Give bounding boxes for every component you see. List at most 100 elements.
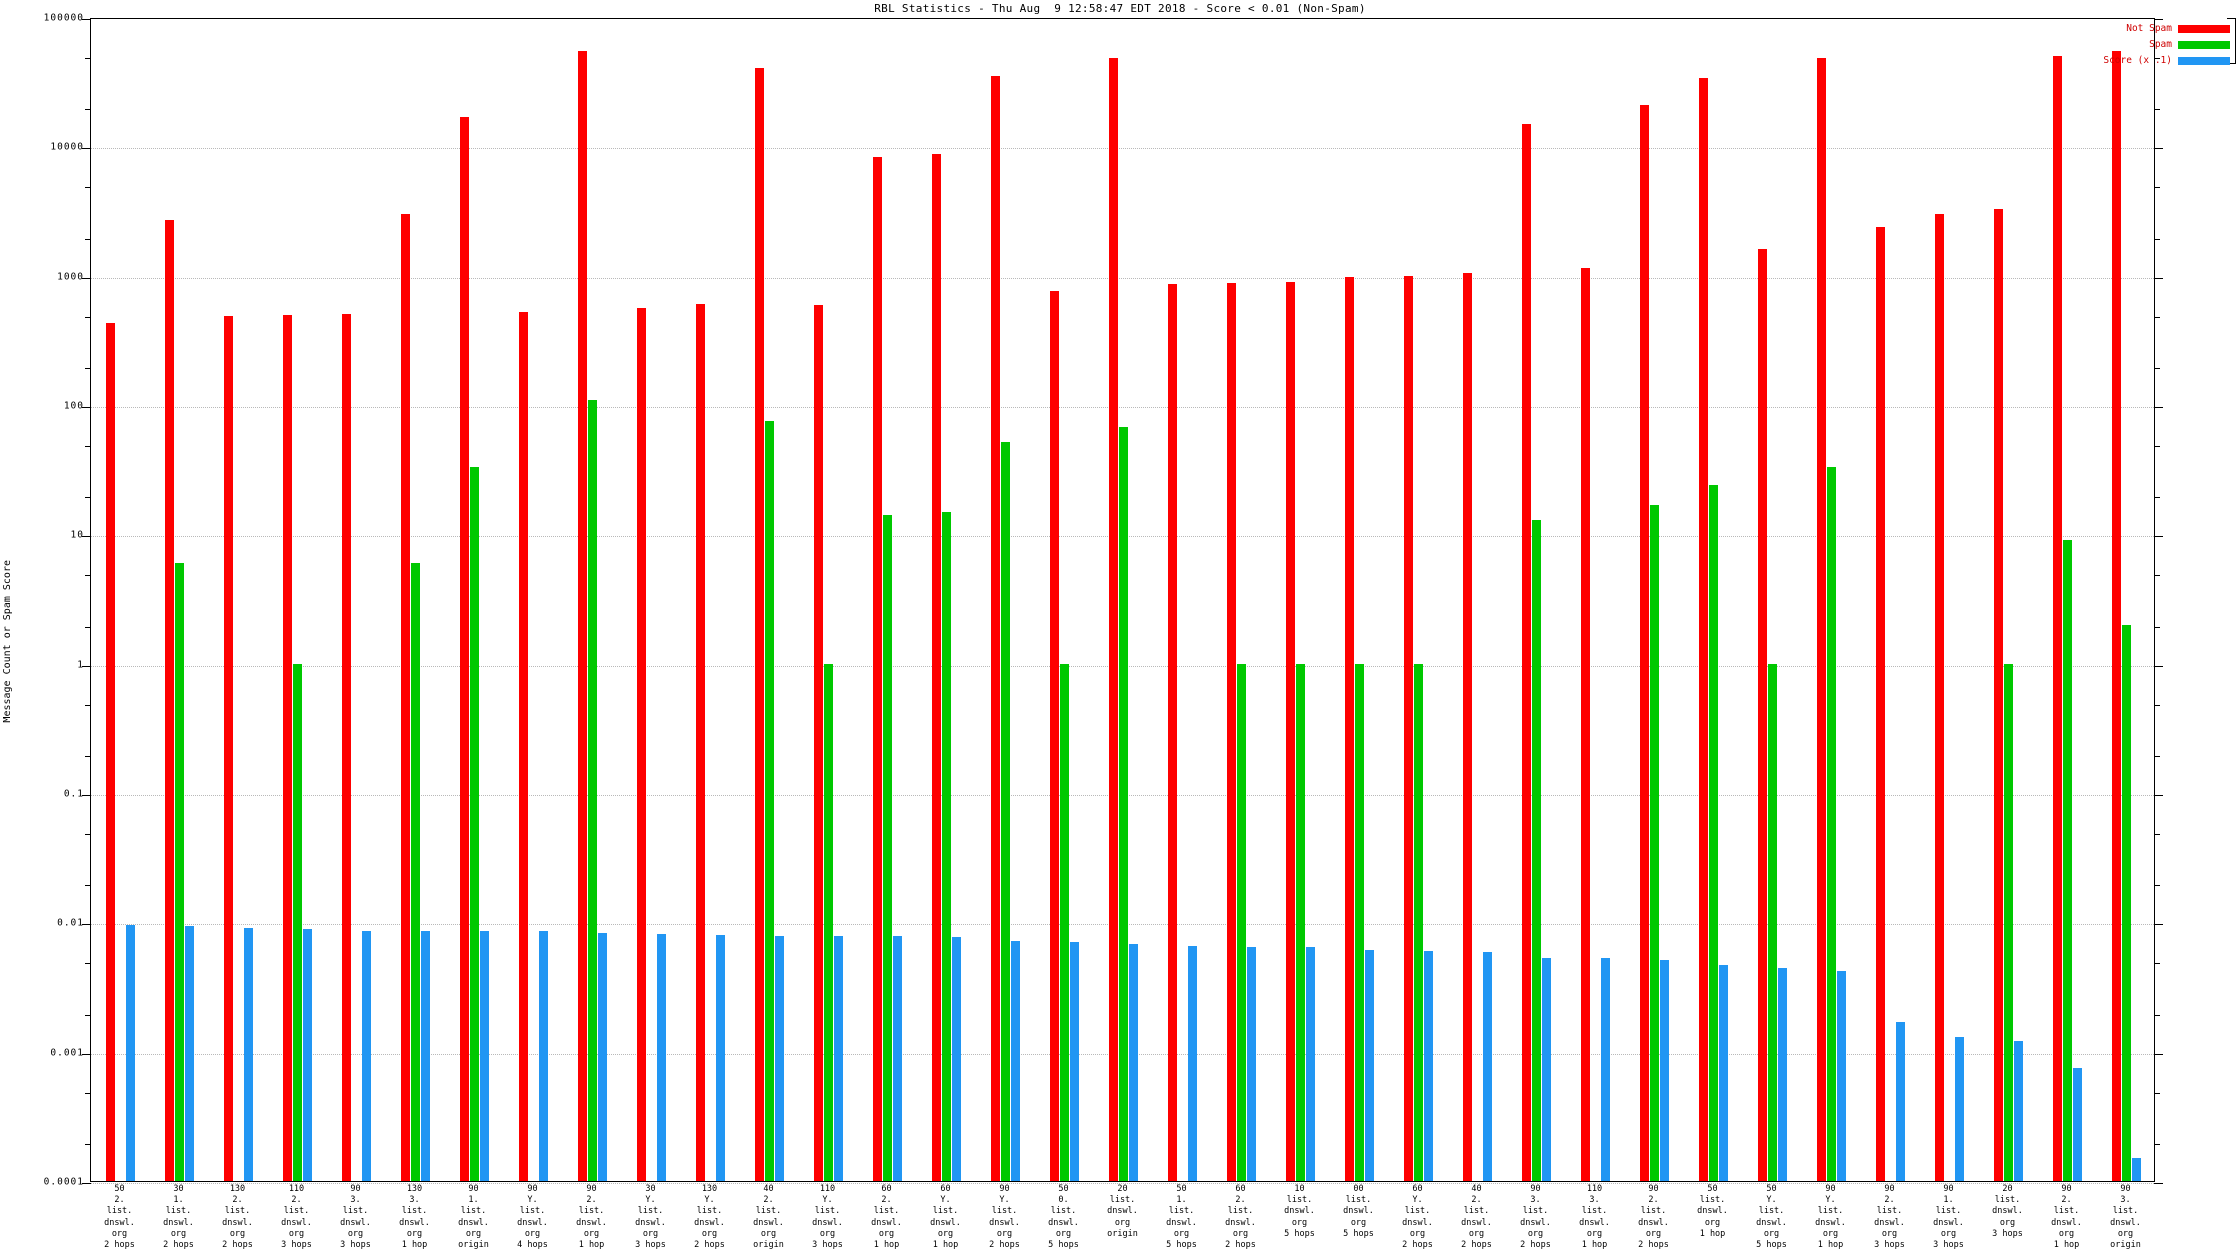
bar-not-spam[interactable] (223, 315, 234, 1181)
bar-score-x-1[interactable] (243, 928, 254, 1181)
bar-not-spam[interactable] (400, 213, 411, 1181)
bar-score-x-1[interactable] (1128, 944, 1139, 1181)
bar-not-spam[interactable] (1816, 58, 1827, 1181)
bar-spam[interactable] (2121, 624, 2132, 1181)
bar-score-x-1[interactable] (184, 926, 195, 1181)
bar-spam[interactable] (1295, 663, 1306, 1181)
bar-group[interactable] (223, 19, 254, 1181)
bar-group[interactable] (1226, 19, 1257, 1181)
bar-score-x-1[interactable] (1305, 947, 1316, 1181)
bar-score-x-1[interactable] (774, 935, 785, 1181)
bar-group[interactable] (1344, 19, 1375, 1181)
bar-group[interactable] (754, 19, 785, 1181)
bar-score-x-1[interactable] (656, 934, 667, 1181)
bar-not-spam[interactable] (1875, 226, 1886, 1181)
bar-group[interactable] (400, 19, 431, 1181)
bar-not-spam[interactable] (1934, 213, 1945, 1181)
bar-score-x-1[interactable] (715, 934, 726, 1181)
bar-group[interactable] (1285, 19, 1316, 1181)
bar-spam[interactable] (174, 563, 185, 1181)
bar-not-spam[interactable] (2052, 55, 2063, 1181)
bar-group[interactable] (1934, 19, 1965, 1181)
bar-group[interactable] (990, 19, 1021, 1181)
bar-not-spam[interactable] (164, 219, 175, 1181)
bar-group[interactable] (1462, 19, 1493, 1181)
bar-spam[interactable] (1826, 467, 1837, 1181)
bar-score-x-1[interactable] (1069, 941, 1080, 1181)
bar-not-spam[interactable] (872, 157, 883, 1181)
bar-group[interactable] (1049, 19, 1080, 1181)
bar-not-spam[interactable] (754, 68, 765, 1181)
bar-not-spam[interactable] (1049, 291, 1060, 1181)
bar-score-x-1[interactable] (1010, 940, 1021, 1181)
bar-not-spam[interactable] (636, 308, 647, 1181)
bar-score-x-1[interactable] (1187, 945, 1198, 1181)
bar-not-spam[interactable] (813, 305, 824, 1181)
bar-score-x-1[interactable] (125, 924, 136, 1181)
bar-group[interactable] (813, 19, 844, 1181)
bar-score-x-1[interactable] (1482, 951, 1493, 1181)
bar-group[interactable] (1639, 19, 1670, 1181)
bar-not-spam[interactable] (577, 50, 588, 1181)
bar-not-spam[interactable] (2111, 50, 2122, 1181)
bar-group[interactable] (636, 19, 667, 1181)
bar-spam[interactable] (764, 421, 775, 1181)
bar-not-spam[interactable] (695, 304, 706, 1181)
bar-not-spam[interactable] (1344, 276, 1355, 1181)
bar-group[interactable] (1698, 19, 1729, 1181)
bar-group[interactable] (931, 19, 962, 1181)
bar-group[interactable] (459, 19, 490, 1181)
bar-group[interactable] (2052, 19, 2083, 1181)
bar-score-x-1[interactable] (1836, 971, 1847, 1181)
bar-group[interactable] (164, 19, 195, 1181)
bar-spam[interactable] (1059, 663, 1070, 1181)
bar-not-spam[interactable] (282, 314, 293, 1181)
bar-score-x-1[interactable] (1423, 951, 1434, 1181)
bar-score-x-1[interactable] (420, 931, 431, 1181)
bar-score-x-1[interactable] (2072, 1067, 2083, 1181)
bar-spam[interactable] (1236, 663, 1247, 1181)
bar-spam[interactable] (1767, 663, 1778, 1181)
bar-group[interactable] (1757, 19, 1788, 1181)
bar-group[interactable] (695, 19, 726, 1181)
bar-score-x-1[interactable] (479, 931, 490, 1181)
bar-group[interactable] (1993, 19, 2024, 1181)
bar-group[interactable] (1521, 19, 1552, 1181)
bar-score-x-1[interactable] (1895, 1021, 1906, 1181)
bar-spam[interactable] (1000, 441, 1011, 1181)
bar-score-x-1[interactable] (1600, 958, 1611, 1181)
legend-item[interactable]: Spam (2149, 38, 2230, 51)
bar-spam[interactable] (1354, 663, 1365, 1181)
bar-spam[interactable] (941, 511, 952, 1181)
bar-not-spam[interactable] (1698, 77, 1709, 1181)
bar-spam[interactable] (410, 563, 421, 1181)
bar-not-spam[interactable] (1167, 284, 1178, 1181)
bar-spam[interactable] (1531, 519, 1542, 1181)
bar-group[interactable] (282, 19, 313, 1181)
bar-spam[interactable] (882, 515, 893, 1181)
bar-not-spam[interactable] (1108, 58, 1119, 1181)
bar-score-x-1[interactable] (538, 930, 549, 1181)
bar-not-spam[interactable] (1521, 123, 1532, 1181)
bar-spam[interactable] (292, 663, 303, 1181)
bar-score-x-1[interactable] (2131, 1158, 2142, 1181)
bar-score-x-1[interactable] (302, 928, 313, 1181)
bar-group[interactable] (1816, 19, 1847, 1181)
bar-not-spam[interactable] (1639, 104, 1650, 1181)
bar-group[interactable] (1403, 19, 1434, 1181)
bar-group[interactable] (577, 19, 608, 1181)
bar-not-spam[interactable] (1462, 272, 1473, 1181)
bar-not-spam[interactable] (931, 154, 942, 1181)
bar-score-x-1[interactable] (1954, 1036, 1965, 1181)
bar-spam[interactable] (2062, 540, 2073, 1181)
bar-score-x-1[interactable] (2013, 1041, 2024, 1181)
bar-group[interactable] (2111, 19, 2142, 1181)
bar-spam[interactable] (1413, 663, 1424, 1181)
bar-group[interactable] (341, 19, 372, 1181)
bar-not-spam[interactable] (1403, 276, 1414, 1181)
bar-spam[interactable] (1118, 426, 1129, 1181)
bar-group[interactable] (1580, 19, 1611, 1181)
bar-spam[interactable] (1649, 504, 1660, 1181)
bar-spam[interactable] (587, 399, 598, 1181)
bar-score-x-1[interactable] (1718, 964, 1729, 1181)
